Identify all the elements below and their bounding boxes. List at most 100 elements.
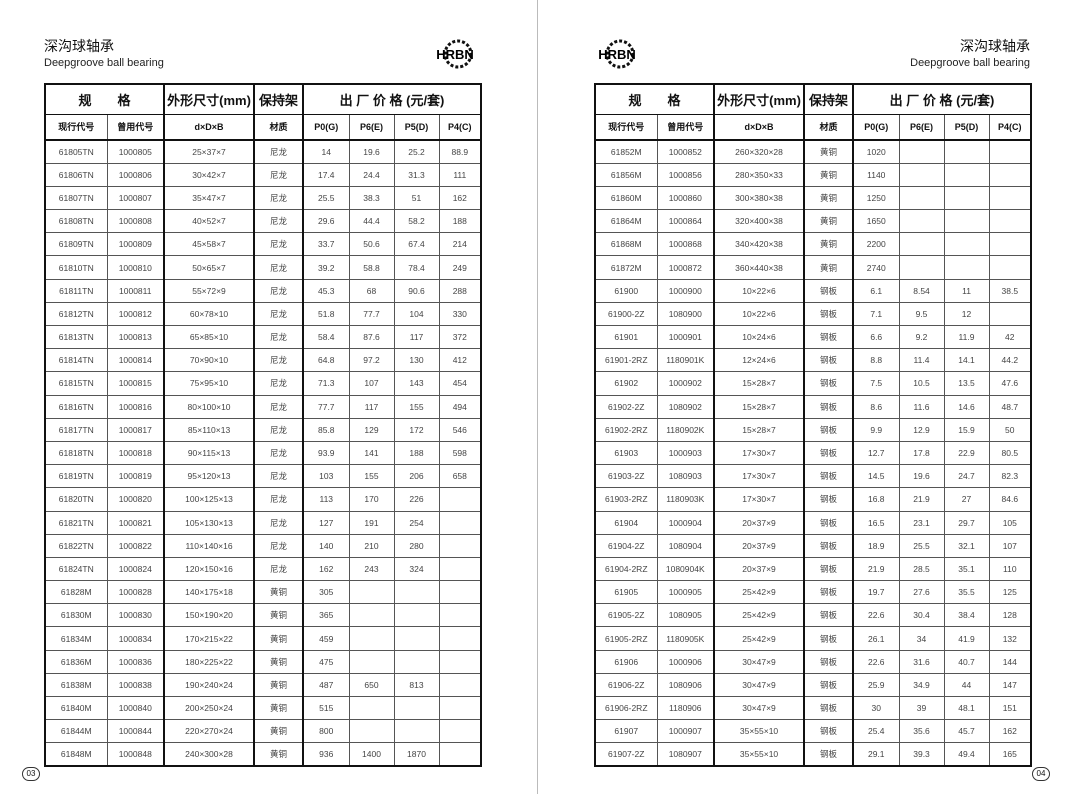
dimensions-cell: 15×28×7 [713, 371, 806, 396]
price-p5-cell [393, 695, 440, 721]
cage-material-cell: 钢板 [803, 533, 855, 558]
current-code-cell: 61834M [44, 626, 108, 651]
old-code-cell: 1000811 [106, 278, 166, 303]
old-code-cell: 1000868 [656, 232, 716, 257]
cage-material-cell: 钢板 [803, 417, 855, 442]
table-row: 61902-2Z 1080902 15×28×7 钢板 8.6 11.6 14.6 48.7 [594, 394, 1032, 419]
price-p4-cell: 454 [438, 371, 482, 396]
price-p0-cell: 93.9 [302, 440, 350, 466]
cage-material-cell: 黄铜 [803, 232, 855, 257]
title-english: Deepgroove ball bearing [910, 57, 1030, 69]
dimensions-cell: 95×120×13 [163, 464, 256, 489]
price-p0-cell: 22.6 [852, 603, 900, 628]
price-p0-cell: 19.7 [852, 580, 900, 605]
dimensions-cell: 80×100×10 [163, 394, 256, 419]
dimensions-cell: 30×47×9 [713, 672, 806, 698]
dimensions-cell: 35×47×7 [163, 185, 256, 211]
price-p0-cell: 16.5 [852, 510, 900, 535]
dimensions-cell: 240×300×28 [163, 742, 256, 767]
price-p5-cell [943, 209, 990, 234]
dimensions-cell: 30×47×9 [713, 695, 806, 721]
old-code-cell: 1000838 [106, 672, 166, 698]
old-code-cell: 1000828 [106, 580, 166, 605]
cage-material-cell: 尼龙 [253, 324, 305, 350]
header-price-p5: P5(D) [943, 113, 990, 141]
current-code-cell: 61903-2RZ [594, 487, 658, 512]
table-row: 61905-2Z 1080905 25×42×9 钢板 22.6 30.4 38.4 128 [594, 603, 1032, 628]
price-p4-cell [438, 556, 482, 582]
old-code-cell: 1000822 [106, 533, 166, 558]
cage-material-cell: 钢板 [803, 649, 855, 674]
price-p5-cell: 67.4 [393, 232, 440, 257]
price-p4-cell: 38.5 [988, 278, 1032, 303]
price-p4-cell [438, 580, 482, 605]
old-code-cell: 1000812 [106, 301, 166, 327]
price-p6-cell: 50.6 [348, 232, 395, 257]
dimensions-cell: 25×42×9 [713, 580, 806, 605]
table-row: 61903-2RZ 1180903K 17×30×7 钢板 16.8 21.9 27 84.6 [594, 487, 1032, 512]
price-p0-cell: 1250 [852, 185, 900, 211]
price-p4-cell [438, 510, 482, 535]
header-row-columns: 现行代号 曾用代号 d×D×B 材质 P0(G) P6(E) P5(D) P4(C) [44, 113, 482, 141]
price-p6-cell: 9.2 [898, 324, 945, 350]
dimensions-cell: 220×270×24 [163, 719, 256, 744]
price-p5-cell: 280 [393, 533, 440, 558]
price-p0-cell: 39.2 [302, 255, 350, 280]
current-code-cell: 61813TN [44, 324, 108, 350]
cage-material-cell: 钢板 [803, 487, 855, 512]
current-code-cell: 61817TN [44, 417, 108, 442]
price-p4-cell [988, 232, 1032, 257]
old-code-cell: 1000844 [106, 719, 166, 744]
price-p0-cell: 71.3 [302, 371, 350, 396]
svg-text:HRBN: HRBN [598, 47, 636, 62]
price-p5-cell: 15.9 [943, 417, 990, 442]
table-row: 61805TN 1000805 25×37×7 尼龙 14 19.6 25.2 88.9 [44, 139, 482, 164]
cage-material-cell: 尼龙 [253, 556, 305, 582]
header-spec: 规 格 [44, 83, 166, 115]
old-code-cell: 1000818 [106, 440, 166, 466]
old-code-cell: 1000807 [106, 185, 166, 211]
price-p5-cell: 117 [393, 324, 440, 350]
price-p6-cell: 39.3 [898, 742, 945, 767]
price-p4-cell: 165 [988, 742, 1032, 767]
price-p5-cell: 24.7 [943, 464, 990, 489]
current-code-cell: 61906-2Z [594, 672, 658, 698]
price-p6-cell: 68 [348, 278, 395, 303]
price-p4-cell [438, 742, 482, 767]
table-row: 61900-2Z 1080900 10×22×6 钢板 7.1 9.5 12 [594, 301, 1032, 327]
header-row-groups: 规 格外形尺寸(mm) 保持架出 厂 价 格 (元/套) [594, 83, 1032, 115]
price-p5-cell: 45.7 [943, 719, 990, 744]
current-code-cell: 61902 [594, 371, 658, 396]
price-p5-cell [393, 603, 440, 628]
current-code-cell: 61905-2RZ [594, 626, 658, 651]
cage-material-cell: 黄铜 [803, 209, 855, 234]
price-p6-cell: 24.4 [348, 162, 395, 187]
price-p5-cell [943, 185, 990, 211]
price-p4-cell: 330 [438, 301, 482, 327]
cage-material-cell: 黄铜 [253, 695, 305, 721]
table-row: 61906 1000906 30×47×9 钢板 22.6 31.6 40.7 144 [594, 649, 1032, 674]
current-code-cell: 61824TN [44, 556, 108, 582]
cage-material-cell: 尼龙 [253, 417, 305, 442]
table-row: 61906-2Z 1080906 30×47×9 钢板 25.9 34.9 44 147 [594, 672, 1032, 698]
old-code-cell: 1080905 [656, 603, 716, 628]
old-code-cell: 1180903K [656, 487, 716, 512]
price-p6-cell: 19.6 [898, 464, 945, 489]
dimensions-cell: 17×30×7 [713, 440, 806, 466]
old-code-cell: 1000813 [106, 324, 166, 350]
old-code-cell: 1000906 [656, 649, 716, 674]
old-code-cell: 1000872 [656, 255, 716, 280]
table-row: 61907 1000907 35×55×10 钢板 25.4 35.6 45.7 162 [594, 719, 1032, 744]
price-p6-cell [348, 626, 395, 651]
table-row: 61840M 1000840 200×250×24 黄铜 515 [44, 695, 482, 721]
price-p5-cell: 38.4 [943, 603, 990, 628]
price-p0-cell: 6.1 [852, 278, 900, 303]
price-p4-cell: 80.5 [988, 440, 1032, 466]
price-p5-cell: 58.2 [393, 209, 440, 234]
price-p4-cell: 132 [988, 626, 1032, 651]
price-p5-cell: 35.5 [943, 580, 990, 605]
price-p6-cell: 30.4 [898, 603, 945, 628]
table-row: 61838M 1000838 190×240×24 黄铜 487 650 813 [44, 672, 482, 698]
table-row: 61844M 1000844 220×270×24 黄铜 800 [44, 719, 482, 744]
price-p0-cell: 1650 [852, 209, 900, 234]
